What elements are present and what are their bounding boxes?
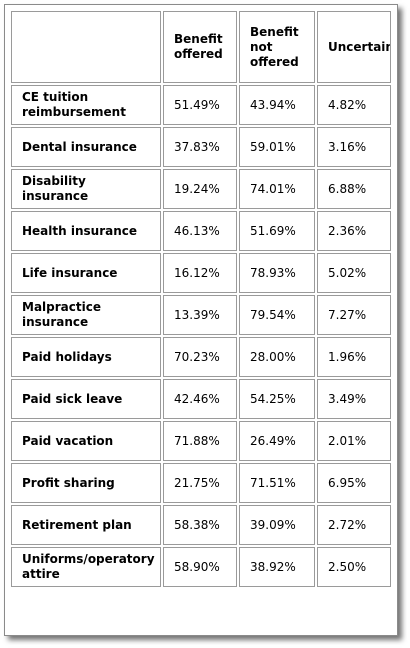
benefit-offered-cell: 46.13%: [163, 211, 237, 251]
benefit-offered-cell: 13.39%: [163, 295, 237, 335]
table-row: Profit sharing 21.75% 71.51% 6.95%: [11, 463, 391, 503]
row-label-cell: Paid vacation: [11, 421, 161, 461]
benefit-not-offered-cell: 78.93%: [239, 253, 315, 293]
row-label-cell: Paid sick leave: [11, 379, 161, 419]
uncertain-cell: 6.95%: [317, 463, 391, 503]
row-label-cell: Malpractice insurance: [11, 295, 161, 335]
uncertain-cell: 1.96%: [317, 337, 391, 377]
benefit-offered-cell: 71.88%: [163, 421, 237, 461]
table-row: CE tuition reimbursement 51.49% 43.94% 4.82…: [11, 85, 391, 125]
benefit-not-offered-cell: 26.49%: [239, 421, 315, 461]
row-label-cell: Retirement plan: [11, 505, 161, 545]
row-label-cell: Disability insurance: [11, 169, 161, 209]
benefit-offered-cell: 21.75%: [163, 463, 237, 503]
benefits-table: Benefit offered Benefit not offered Unce…: [9, 9, 393, 589]
benefit-offered-cell: 37.83%: [163, 127, 237, 167]
uncertain-cell: 3.49%: [317, 379, 391, 419]
benefit-not-offered-cell: 43.94%: [239, 85, 315, 125]
header-benefit-offered: Benefit offered: [163, 11, 237, 83]
header-row: Benefit offered Benefit not offered Unce…: [11, 11, 391, 83]
table-row: Life insurance 16.12% 78.93% 5.02%: [11, 253, 391, 293]
row-label-cell: Paid holidays: [11, 337, 161, 377]
row-label-cell: CE tuition reimbursement: [11, 85, 161, 125]
benefit-not-offered-cell: 51.69%: [239, 211, 315, 251]
uncertain-cell: 6.88%: [317, 169, 391, 209]
uncertain-cell: 2.72%: [317, 505, 391, 545]
benefit-not-offered-cell: 59.01%: [239, 127, 315, 167]
table-row: Paid vacation 71.88% 26.49% 2.01%: [11, 421, 391, 461]
uncertain-cell: 4.82%: [317, 85, 391, 125]
row-label-cell: Life insurance: [11, 253, 161, 293]
table-row: Malpractice insurance 13.39% 79.54% 7.27%: [11, 295, 391, 335]
table-row: Health insurance 46.13% 51.69% 2.36%: [11, 211, 391, 251]
benefit-offered-cell: 58.90%: [163, 547, 237, 587]
benefit-offered-cell: 51.49%: [163, 85, 237, 125]
benefit-not-offered-cell: 71.51%: [239, 463, 315, 503]
row-label-cell: Dental insurance: [11, 127, 161, 167]
uncertain-cell: 2.36%: [317, 211, 391, 251]
uncertain-cell: 2.01%: [317, 421, 391, 461]
uncertain-cell: 3.16%: [317, 127, 391, 167]
benefit-not-offered-cell: 39.09%: [239, 505, 315, 545]
uncertain-cell: 5.02%: [317, 253, 391, 293]
benefit-offered-cell: 58.38%: [163, 505, 237, 545]
table-row: Uniforms/operatory attire 58.90% 38.92% 2.5…: [11, 547, 391, 587]
benefit-not-offered-cell: 28.00%: [239, 337, 315, 377]
benefit-not-offered-cell: 38.92%: [239, 547, 315, 587]
header-corner-cell: [11, 11, 161, 83]
table-row: Dental insurance 37.83% 59.01% 3.16%: [11, 127, 391, 167]
table-frame: Benefit offered Benefit not offered Unce…: [4, 4, 398, 636]
benefit-offered-cell: 16.12%: [163, 253, 237, 293]
header-benefit-not-offered: Benefit not offered: [239, 11, 315, 83]
table-row: Paid sick leave 42.46% 54.25% 3.49%: [11, 379, 391, 419]
uncertain-cell: 7.27%: [317, 295, 391, 335]
benefit-not-offered-cell: 79.54%: [239, 295, 315, 335]
row-label-cell: Uniforms/operatory attire: [11, 547, 161, 587]
benefit-not-offered-cell: 74.01%: [239, 169, 315, 209]
table-row: Retirement plan 58.38% 39.09% 2.72%: [11, 505, 391, 545]
row-label-cell: Health insurance: [11, 211, 161, 251]
uncertain-cell: 2.50%: [317, 547, 391, 587]
benefit-offered-cell: 42.46%: [163, 379, 237, 419]
benefit-offered-cell: 70.23%: [163, 337, 237, 377]
table-row: Disability insurance 19.24% 74.01% 6.88%: [11, 169, 391, 209]
table-row: Paid holidays 70.23% 28.00% 1.96%: [11, 337, 391, 377]
benefit-not-offered-cell: 54.25%: [239, 379, 315, 419]
row-label-cell: Profit sharing: [11, 463, 161, 503]
header-uncertain: Uncertain: [317, 11, 391, 83]
benefit-offered-cell: 19.24%: [163, 169, 237, 209]
